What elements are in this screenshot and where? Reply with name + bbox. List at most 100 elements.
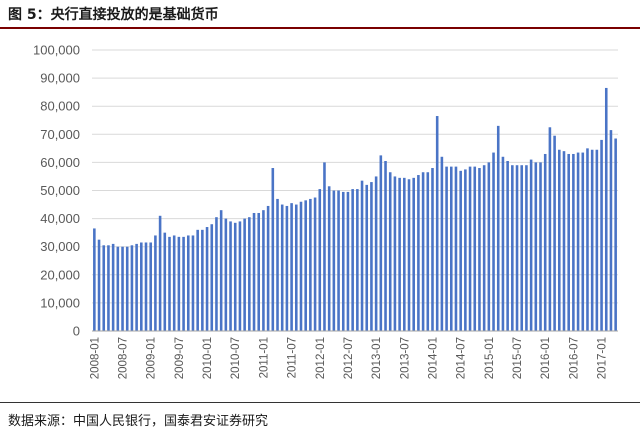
bar-2012-06 <box>341 191 345 331</box>
bar-2014-09 <box>468 166 472 331</box>
bar-2015-04 <box>501 156 505 331</box>
y-tick-label: 100,000 <box>33 43 80 58</box>
x-tick-label: 2008-01 <box>89 337 101 379</box>
bar-2009-03 <box>158 215 162 331</box>
bar-2009-12 <box>201 229 204 331</box>
bar-2014-06 <box>454 166 458 331</box>
bar-2017-03 <box>609 130 613 331</box>
x-tick-label: 2017-01 <box>597 337 609 379</box>
bar-2014-10 <box>473 166 477 331</box>
x-tick-label: 2011-01 <box>258 337 270 378</box>
y-axis-ticks: 0 10,000 20,000 30,000 40,000 50,000 60,000 70,… <box>33 43 80 339</box>
x-tick-label: 2015-01 <box>484 337 496 379</box>
bar-2015-01 <box>487 162 491 331</box>
x-tick-label: 2014-07 <box>456 337 468 379</box>
x-tick-label: 2015-07 <box>512 337 524 379</box>
bar-2011-07 <box>290 203 293 331</box>
bar-2008-04 <box>107 245 110 331</box>
footer-divider <box>0 402 640 403</box>
y-tick-label: 40,000 <box>40 211 80 226</box>
bar-2009-08 <box>182 236 185 331</box>
bar-2012-07 <box>346 191 350 331</box>
bar-2014-11 <box>478 168 481 331</box>
y-tick-label: 80,000 <box>40 99 80 114</box>
bar-2013-06 <box>398 177 401 331</box>
x-tick-label: 2013-01 <box>371 337 383 379</box>
bar-2009-07 <box>177 236 181 331</box>
bar-2016-11 <box>590 149 594 331</box>
bar-2012-11 <box>365 184 369 331</box>
bar-2012-08 <box>351 189 354 331</box>
bar-2010-12 <box>257 212 261 331</box>
bar-2013-09 <box>412 177 415 331</box>
bar-2008-10 <box>135 243 138 331</box>
bar-2012-09 <box>356 189 359 331</box>
title-divider <box>0 27 640 29</box>
bar-2017-04 <box>614 138 617 331</box>
bar-2011-09 <box>299 201 303 331</box>
bar-2010-02 <box>210 224 214 331</box>
bar-2008-12 <box>144 242 148 331</box>
bar-2010-09 <box>243 218 246 331</box>
bar-2012-05 <box>337 190 340 331</box>
y-tick-label: 0 <box>73 324 80 339</box>
bar-2012-12 <box>370 182 373 331</box>
bar-2016-10 <box>586 148 589 331</box>
bar-2013-12 <box>426 172 430 331</box>
bar-2010-07 <box>233 222 237 331</box>
x-tick-label: 2016-01 <box>540 337 552 379</box>
bar-2011-01 <box>262 210 265 331</box>
bar-2015-02 <box>492 152 495 331</box>
bar-2012-01 <box>318 189 322 331</box>
bar-2013-04 <box>388 172 392 331</box>
bar-2009-11 <box>196 229 199 331</box>
bar-2009-05 <box>168 236 171 331</box>
x-tick-label: 2012-07 <box>343 337 355 379</box>
bar-2016-09 <box>581 152 585 331</box>
bar-2013-03 <box>384 161 387 331</box>
x-tick-label: 2012-01 <box>315 337 327 379</box>
bar-2010-01 <box>205 227 209 331</box>
bar-2010-11 <box>252 212 256 331</box>
gridlines <box>92 49 618 304</box>
bar-2010-05 <box>224 218 228 331</box>
chart-title: 图 5：央行直接投放的是基础货币 <box>8 7 219 23</box>
bar-2016-03 <box>553 135 556 331</box>
bar-2010-08 <box>238 221 242 331</box>
bar-2009-01 <box>149 242 152 331</box>
bar-2011-03 <box>271 168 275 331</box>
bar-2016-06 <box>567 153 570 331</box>
bar-2010-06 <box>229 221 232 331</box>
bar-2012-02 <box>323 162 326 331</box>
bar-2008-03 <box>102 245 106 331</box>
x-tick-label: 2013-07 <box>399 337 411 379</box>
x-tick-label: 2010-01 <box>202 337 214 379</box>
bar-2010-10 <box>248 217 251 331</box>
x-tick-label: 2008-07 <box>118 337 130 379</box>
bar-2008-01 <box>93 228 96 331</box>
bar-2010-03 <box>215 217 218 331</box>
y-tick-label: 90,000 <box>40 71 80 86</box>
bar-2012-04 <box>332 190 336 331</box>
bar-2009-10 <box>191 235 195 331</box>
y-tick-label: 20,000 <box>40 267 80 282</box>
bar-2015-03 <box>496 125 500 332</box>
bar-2015-12 <box>539 162 542 331</box>
x-axis-ticks: 2008-01 2008-07 2009-01 2009-07 2010-01 2010-… <box>89 337 608 379</box>
bar-2011-10 <box>304 200 307 331</box>
x-tick-label: 2011-07 <box>287 337 299 378</box>
bar-2015-10 <box>529 159 533 331</box>
bar-2010-04 <box>219 210 223 331</box>
y-tick-label: 30,000 <box>40 239 80 254</box>
bars <box>93 87 617 332</box>
bar-2014-12 <box>482 165 486 331</box>
bar-2015-09 <box>525 165 528 331</box>
bar-2011-08 <box>295 204 298 331</box>
x-tick-label: 2009-01 <box>146 337 158 379</box>
y-tick-label: 70,000 <box>40 127 80 142</box>
bar-2013-07 <box>403 177 406 331</box>
y-tick-label: 50,000 <box>40 183 80 198</box>
bar-2011-12 <box>313 197 317 331</box>
x-tick-label: 2009-07 <box>174 337 186 379</box>
bar-2016-07 <box>572 153 575 331</box>
